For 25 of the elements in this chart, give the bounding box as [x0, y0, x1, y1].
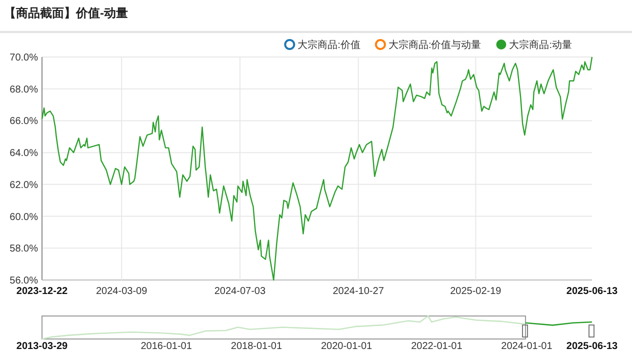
x-tick-label: 2024-10-27	[332, 286, 384, 297]
x-tick-label: 2022-01-01	[411, 341, 463, 352]
x-tick-label: 2025-06-13	[566, 286, 618, 297]
chart-title: 【商品截面】价值-动量	[4, 6, 128, 20]
x-tick-label: 2024-01-01	[501, 341, 553, 352]
y-tick-label: 60.0%	[10, 212, 38, 223]
x-tick-label: 2025-06-13	[566, 341, 618, 352]
legend-label: 大宗商品:价值与动量	[388, 39, 482, 51]
x-tick-label: 2020-01-01	[320, 341, 373, 352]
y-tick-label: 56.0%	[10, 276, 38, 286]
x-tick-label: 2018-01-01	[230, 341, 283, 352]
legend-label: 大宗商品:价值	[298, 39, 360, 51]
x-tick-label: 2025-02-19	[450, 286, 502, 297]
x-tick-label: 2024-03-09	[96, 286, 148, 297]
legend-label: 大宗商品:动量	[509, 39, 572, 51]
x-tick-label: 2013-03-29	[16, 341, 68, 352]
y-tick-label: 64.0%	[10, 148, 38, 160]
y-tick-label: 62.0%	[10, 180, 38, 191]
x-tick-label: 2023-12-22	[16, 286, 68, 297]
y-tick-label: 58.0%	[10, 244, 38, 255]
x-tick-label: 2024-07-03	[214, 286, 266, 297]
y-tick-label: 66.0%	[10, 116, 38, 128]
y-tick-label: 70.0%	[10, 52, 38, 64]
x-tick-label: 2016-01-01	[140, 341, 192, 352]
y-tick-label: 68.0%	[10, 84, 38, 96]
